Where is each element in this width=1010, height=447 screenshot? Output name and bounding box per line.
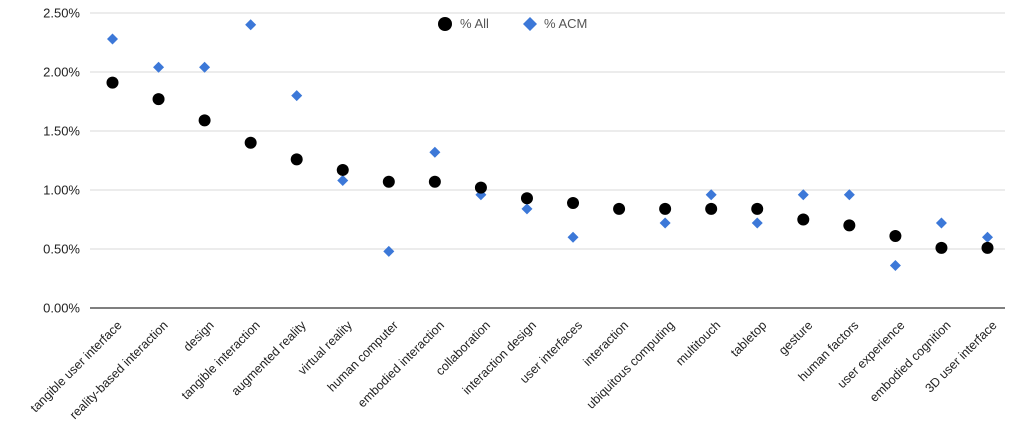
series-acm-points — [107, 19, 993, 272]
all-point — [659, 202, 672, 215]
x-tick-label: embodied cognition — [867, 318, 954, 405]
all-point — [751, 202, 764, 215]
acm-point — [659, 217, 671, 229]
y-tick-label: 2.50% — [43, 6, 80, 21]
acm-point — [982, 231, 993, 243]
all-point — [705, 202, 718, 215]
y-tick-label: 1.50% — [43, 124, 80, 139]
x-tick-label: ubiquitous computing — [584, 318, 677, 411]
all-point — [797, 213, 810, 226]
acm-point — [199, 61, 211, 73]
acm-point — [245, 19, 257, 31]
all-point — [567, 196, 580, 209]
gridlines — [90, 12, 1005, 309]
legend-acm-label: % ACM — [544, 16, 587, 31]
all-point — [428, 175, 441, 188]
acm-point — [291, 90, 303, 102]
y-tick-label: 0.00% — [43, 301, 80, 316]
all-point — [290, 153, 303, 166]
acm-point — [889, 260, 901, 272]
all-point — [336, 163, 349, 176]
y-axis-tick-labels: 0.00% 0.50% 1.00% 1.50% 2.00% 2.50% — [43, 6, 80, 316]
y-tick-label: 1.00% — [43, 183, 80, 198]
legend-acm-marker — [523, 17, 537, 31]
all-point — [152, 93, 165, 106]
x-tick-label: design — [181, 318, 217, 354]
legend-all-label: % All — [460, 16, 489, 31]
x-tick-label: tangible interaction — [179, 318, 263, 402]
acm-point — [567, 231, 579, 243]
all-point — [843, 219, 856, 232]
all-point — [981, 241, 994, 254]
x-tick-label: multitouch — [673, 318, 723, 368]
acm-point — [383, 245, 395, 257]
acm-point — [107, 33, 118, 45]
acm-point — [797, 189, 809, 201]
acm-point — [153, 61, 165, 73]
acm-point — [751, 217, 763, 229]
acm-point — [843, 189, 855, 201]
y-tick-label: 2.00% — [43, 65, 80, 80]
legend-all-marker — [438, 17, 452, 31]
x-tick-label: embodied interaction — [355, 318, 447, 410]
all-point — [520, 192, 533, 205]
all-point — [382, 175, 395, 188]
all-point — [935, 241, 948, 254]
acm-point — [935, 217, 947, 229]
legend: % All % ACM — [438, 16, 587, 31]
all-point — [244, 136, 257, 149]
all-point — [889, 230, 902, 243]
all-point — [106, 76, 119, 89]
y-tick-label: 0.50% — [43, 242, 80, 257]
all-point — [474, 181, 487, 194]
acm-point — [521, 203, 533, 215]
x-tick-label: tangible user interface — [28, 318, 125, 415]
all-point — [613, 202, 626, 215]
x-tick-label: tabletop — [728, 318, 769, 359]
acm-point — [705, 189, 717, 201]
x-tick-label: gesture — [776, 318, 815, 357]
all-point — [198, 114, 211, 127]
acm-point — [429, 146, 441, 158]
acm-point — [337, 175, 349, 187]
series-all-points — [106, 76, 994, 254]
